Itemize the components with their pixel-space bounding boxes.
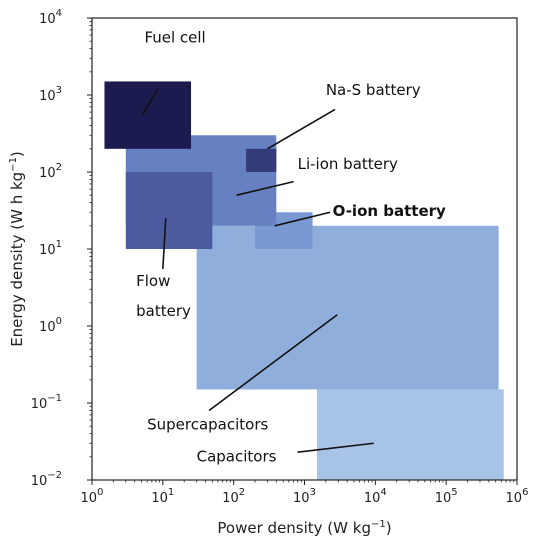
label-na-s: Na-S battery (326, 81, 421, 99)
region-supercapacitors (196, 225, 499, 390)
label-li-ion: Li-ion battery (298, 155, 398, 173)
x-tick-label: 105 (435, 487, 458, 506)
x-tick-label: 101 (151, 487, 174, 506)
annotation-labels-layer: Fuel cell Na-S battery Li-ion battery O-ion… (136, 29, 446, 466)
leader-line-capacitors (297, 442, 374, 453)
x-tick-label: 102 (222, 487, 245, 506)
label-flow: Flow (136, 272, 170, 290)
y-tick-label: 10−2 (31, 470, 62, 489)
region-capacitors (316, 389, 504, 480)
leader-line-supercapacitors (208, 314, 338, 412)
region-flow (125, 172, 213, 249)
y-tick-label: 101 (39, 239, 62, 258)
y-tick-label: 103 (39, 85, 62, 104)
x-axis-title-main: Power density (W kg (217, 519, 371, 537)
leader-line-na-s (267, 108, 336, 150)
regions-layer (104, 81, 504, 480)
x-axis-title-sup: −1 (371, 519, 386, 530)
region-na-s (246, 148, 277, 172)
x-tick-label: 104 (364, 487, 387, 506)
x-tick-label: 106 (506, 487, 529, 506)
x-tick-label: 100 (81, 487, 104, 506)
y-tick-label: 10−1 (31, 393, 62, 412)
leader-line-flow (162, 218, 167, 270)
label-supercapacitors: Supercapacitors (147, 416, 268, 434)
y-axis-title-sup: −1 (8, 157, 19, 172)
annotation-lines-layer (142, 88, 374, 453)
axis-ticks-layer: 100 101 102 103 104 105 106 10−2 10−1 100 101 102 10… (31, 8, 529, 506)
label-fuel-cell: Fuel cell (144, 29, 205, 47)
label-flow-2: battery (136, 302, 191, 320)
x-tick-label: 103 (293, 487, 316, 506)
leader-line-o-ion (274, 211, 331, 227)
region-fuel-cell (104, 81, 192, 149)
y-axis-title-tail: ) (8, 151, 26, 157)
leader-line-li-ion (236, 180, 294, 196)
y-axis-title: Energy density (W h kg−1) (8, 151, 26, 347)
x-axis-title: Power density (W kg−1) (217, 519, 391, 537)
y-tick-label: 100 (39, 316, 62, 335)
x-axis-title-tail: ) (386, 519, 392, 537)
label-capacitors: Capacitors (197, 447, 277, 465)
y-axis-title-main: Energy density (W h kg (8, 172, 26, 347)
y-tick-label: 104 (39, 8, 62, 27)
y-tick-label: 102 (39, 162, 62, 181)
leader-line-fuel-cell (142, 88, 159, 115)
label-o-ion: O-ion battery (333, 202, 446, 220)
